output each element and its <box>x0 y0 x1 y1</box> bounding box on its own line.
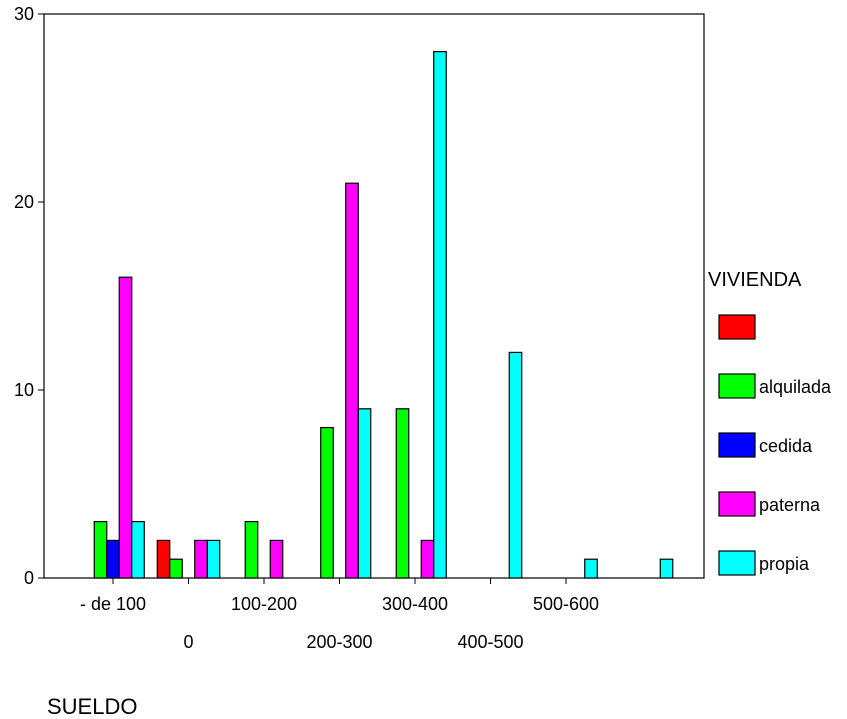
legend-swatch <box>718 373 756 399</box>
bar <box>395 408 410 579</box>
legend: VIVIENDA alquilada cedida paterna propia <box>708 269 832 576</box>
bar <box>156 539 171 579</box>
legend-swatch <box>718 550 756 576</box>
bar <box>106 539 120 579</box>
bar <box>169 558 183 579</box>
bars <box>93 50 674 579</box>
legend-title: VIVIENDA <box>708 269 802 291</box>
x-tick-label: 100-200 <box>231 594 297 614</box>
y-tick-label: 10 <box>14 380 34 400</box>
bar <box>206 539 221 579</box>
y-axis: 0 10 20 30 <box>14 4 44 588</box>
legend-label: cedida <box>759 436 813 456</box>
y-tick-label: 20 <box>14 192 34 212</box>
bar <box>269 539 284 579</box>
bar <box>320 427 334 579</box>
bar <box>194 539 208 579</box>
legend-label: propia <box>759 554 810 574</box>
bar <box>659 558 674 579</box>
bar <box>357 408 372 579</box>
legend-label: paterna <box>759 495 821 515</box>
legend-swatch <box>718 314 756 340</box>
x-axis-title: SUELDO <box>47 694 137 719</box>
plot-frame <box>43 13 705 579</box>
bar <box>244 520 259 579</box>
y-tick-label: 30 <box>14 4 34 24</box>
x-tick-label: 300-400 <box>382 594 448 614</box>
y-tick-label: 0 <box>24 568 34 588</box>
legend-swatch <box>718 491 756 517</box>
legend-label: alquilada <box>759 377 832 397</box>
x-tick-label: 400-500 <box>457 632 523 652</box>
bar <box>118 276 133 579</box>
bar <box>433 50 447 579</box>
bar <box>131 520 145 579</box>
bar <box>584 558 598 579</box>
x-tick-label: 0 <box>183 632 193 652</box>
x-tick-label: 200-300 <box>306 632 372 652</box>
bar <box>420 539 435 579</box>
bar <box>93 520 108 579</box>
bar <box>345 182 359 579</box>
x-tick-label: 500-600 <box>533 594 599 614</box>
x-tick-label: - de 100 <box>80 594 146 614</box>
bar <box>508 351 523 579</box>
x-axis: - de 100 0 100-200 200-300 300-400 400-500 500… <box>80 578 599 652</box>
legend-swatch <box>718 432 756 458</box>
